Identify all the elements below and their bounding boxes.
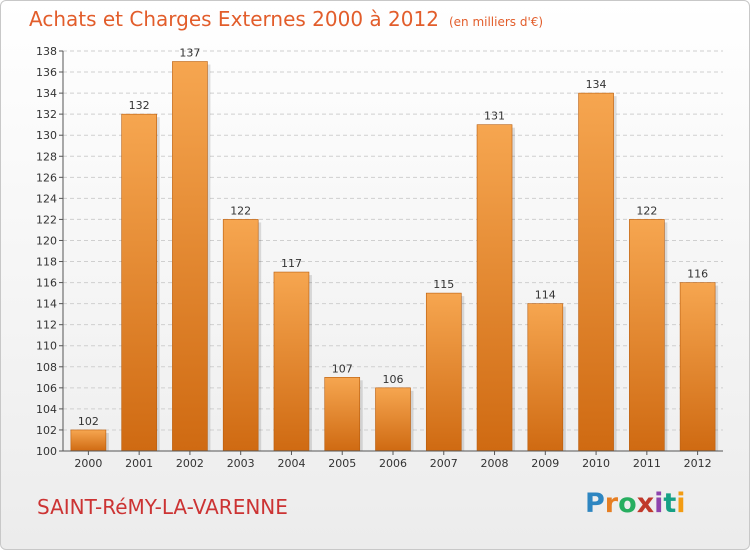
y-axis: 100 102 104 106 108 110 112 114 116 118 120 122 124 1… [36, 45, 64, 458]
x-tick-label: 2011 [633, 457, 661, 470]
logo-letter: r [604, 488, 619, 519]
bar [527, 303, 564, 452]
logo-letter: i [676, 488, 686, 519]
y-tick-label: 104 [36, 403, 57, 416]
bar [70, 429, 107, 452]
y-tick-label: 116 [36, 277, 57, 290]
bar-value-label: 131 [484, 110, 505, 123]
chart-subtitle: (en milliers d'€) [448, 15, 544, 29]
y-tick-label: 128 [36, 150, 57, 163]
y-tick-label: 126 [36, 171, 57, 184]
bar [375, 387, 411, 452]
y-tick-label: 122 [36, 213, 57, 226]
bar-value-label: 106 [383, 373, 404, 386]
logo-letter: x [636, 488, 655, 519]
logo-letter: o [618, 488, 637, 519]
bar [578, 92, 614, 452]
x-tick-label: 2001 [125, 457, 153, 470]
x-tick-label: 2002 [176, 457, 204, 470]
bar [324, 377, 361, 452]
y-tick-label: 132 [36, 108, 57, 121]
y-tick-label: 118 [36, 256, 57, 269]
bar-value-label: 134 [586, 78, 607, 91]
chart-title-text: Achats et Charges Externes 2000 à 2012 [29, 7, 439, 31]
bars: 102 132 137 122 117 107 106 115 131 114 134 122 116 [70, 47, 719, 452]
proxiti-logo[interactable]: Proxiti [585, 488, 686, 519]
y-tick-label: 130 [36, 129, 57, 142]
x-tick-label: 2007 [430, 457, 458, 470]
bar-value-label: 114 [535, 289, 556, 302]
chart-title: Achats et Charges Externes 2000 à 2012 (e… [29, 7, 543, 31]
x-tick-label: 2010 [582, 457, 610, 470]
y-tick-label: 106 [36, 382, 57, 395]
x-tick-label: 2004 [277, 457, 305, 470]
y-tick-label: 134 [36, 87, 57, 100]
bar [121, 113, 157, 452]
bar-value-label: 132 [129, 99, 150, 112]
x-tick-label: 2008 [481, 457, 509, 470]
logo-letter: t [663, 488, 677, 519]
x-tick-label: 2006 [379, 457, 407, 470]
logo-letter: P [585, 488, 605, 519]
bar-value-label: 102 [78, 415, 99, 428]
y-tick-label: 124 [36, 192, 57, 205]
y-tick-label: 114 [36, 298, 57, 311]
x-tick-label: 2009 [531, 457, 559, 470]
bar-value-label: 116 [687, 268, 708, 281]
bar-value-label: 122 [636, 204, 657, 217]
y-tick-label: 108 [36, 361, 57, 374]
bar-value-label: 107 [332, 362, 353, 375]
bar [172, 61, 208, 452]
bar [273, 271, 310, 452]
bar [679, 282, 716, 452]
x-tick-label: 2003 [227, 457, 255, 470]
commune-name: SAINT-RéMY-LA-VARENNE [37, 495, 288, 519]
x-tick-label: 2012 [684, 457, 712, 470]
bar-value-label: 117 [281, 257, 302, 270]
bar-value-label: 122 [230, 204, 251, 217]
bar [476, 124, 513, 452]
y-tick-label: 136 [36, 66, 57, 79]
y-tick-label: 110 [36, 340, 57, 353]
y-tick-label: 102 [36, 424, 57, 437]
logo-letter: i [654, 488, 664, 519]
x-axis: 2000 2001 2002 2003 2004 2005 2006 2007 2008 2009… [63, 450, 723, 470]
bar-value-label: 115 [433, 278, 454, 291]
x-tick-label: 2000 [74, 457, 102, 470]
y-tick-label: 112 [36, 319, 57, 332]
bar-value-label: 137 [179, 47, 200, 60]
bar [222, 219, 259, 452]
y-tick-label: 100 [36, 445, 57, 458]
y-tick-label: 138 [36, 45, 57, 58]
bar [425, 292, 462, 452]
bar [629, 219, 665, 452]
y-tick-label: 120 [36, 234, 57, 247]
x-tick-label: 2005 [328, 457, 356, 470]
